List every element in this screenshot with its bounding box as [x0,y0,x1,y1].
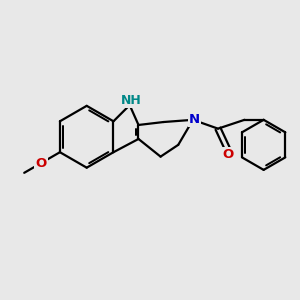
Text: NH: NH [121,94,142,107]
Text: O: O [223,148,234,161]
Text: O: O [35,157,46,170]
Text: N: N [189,113,200,126]
